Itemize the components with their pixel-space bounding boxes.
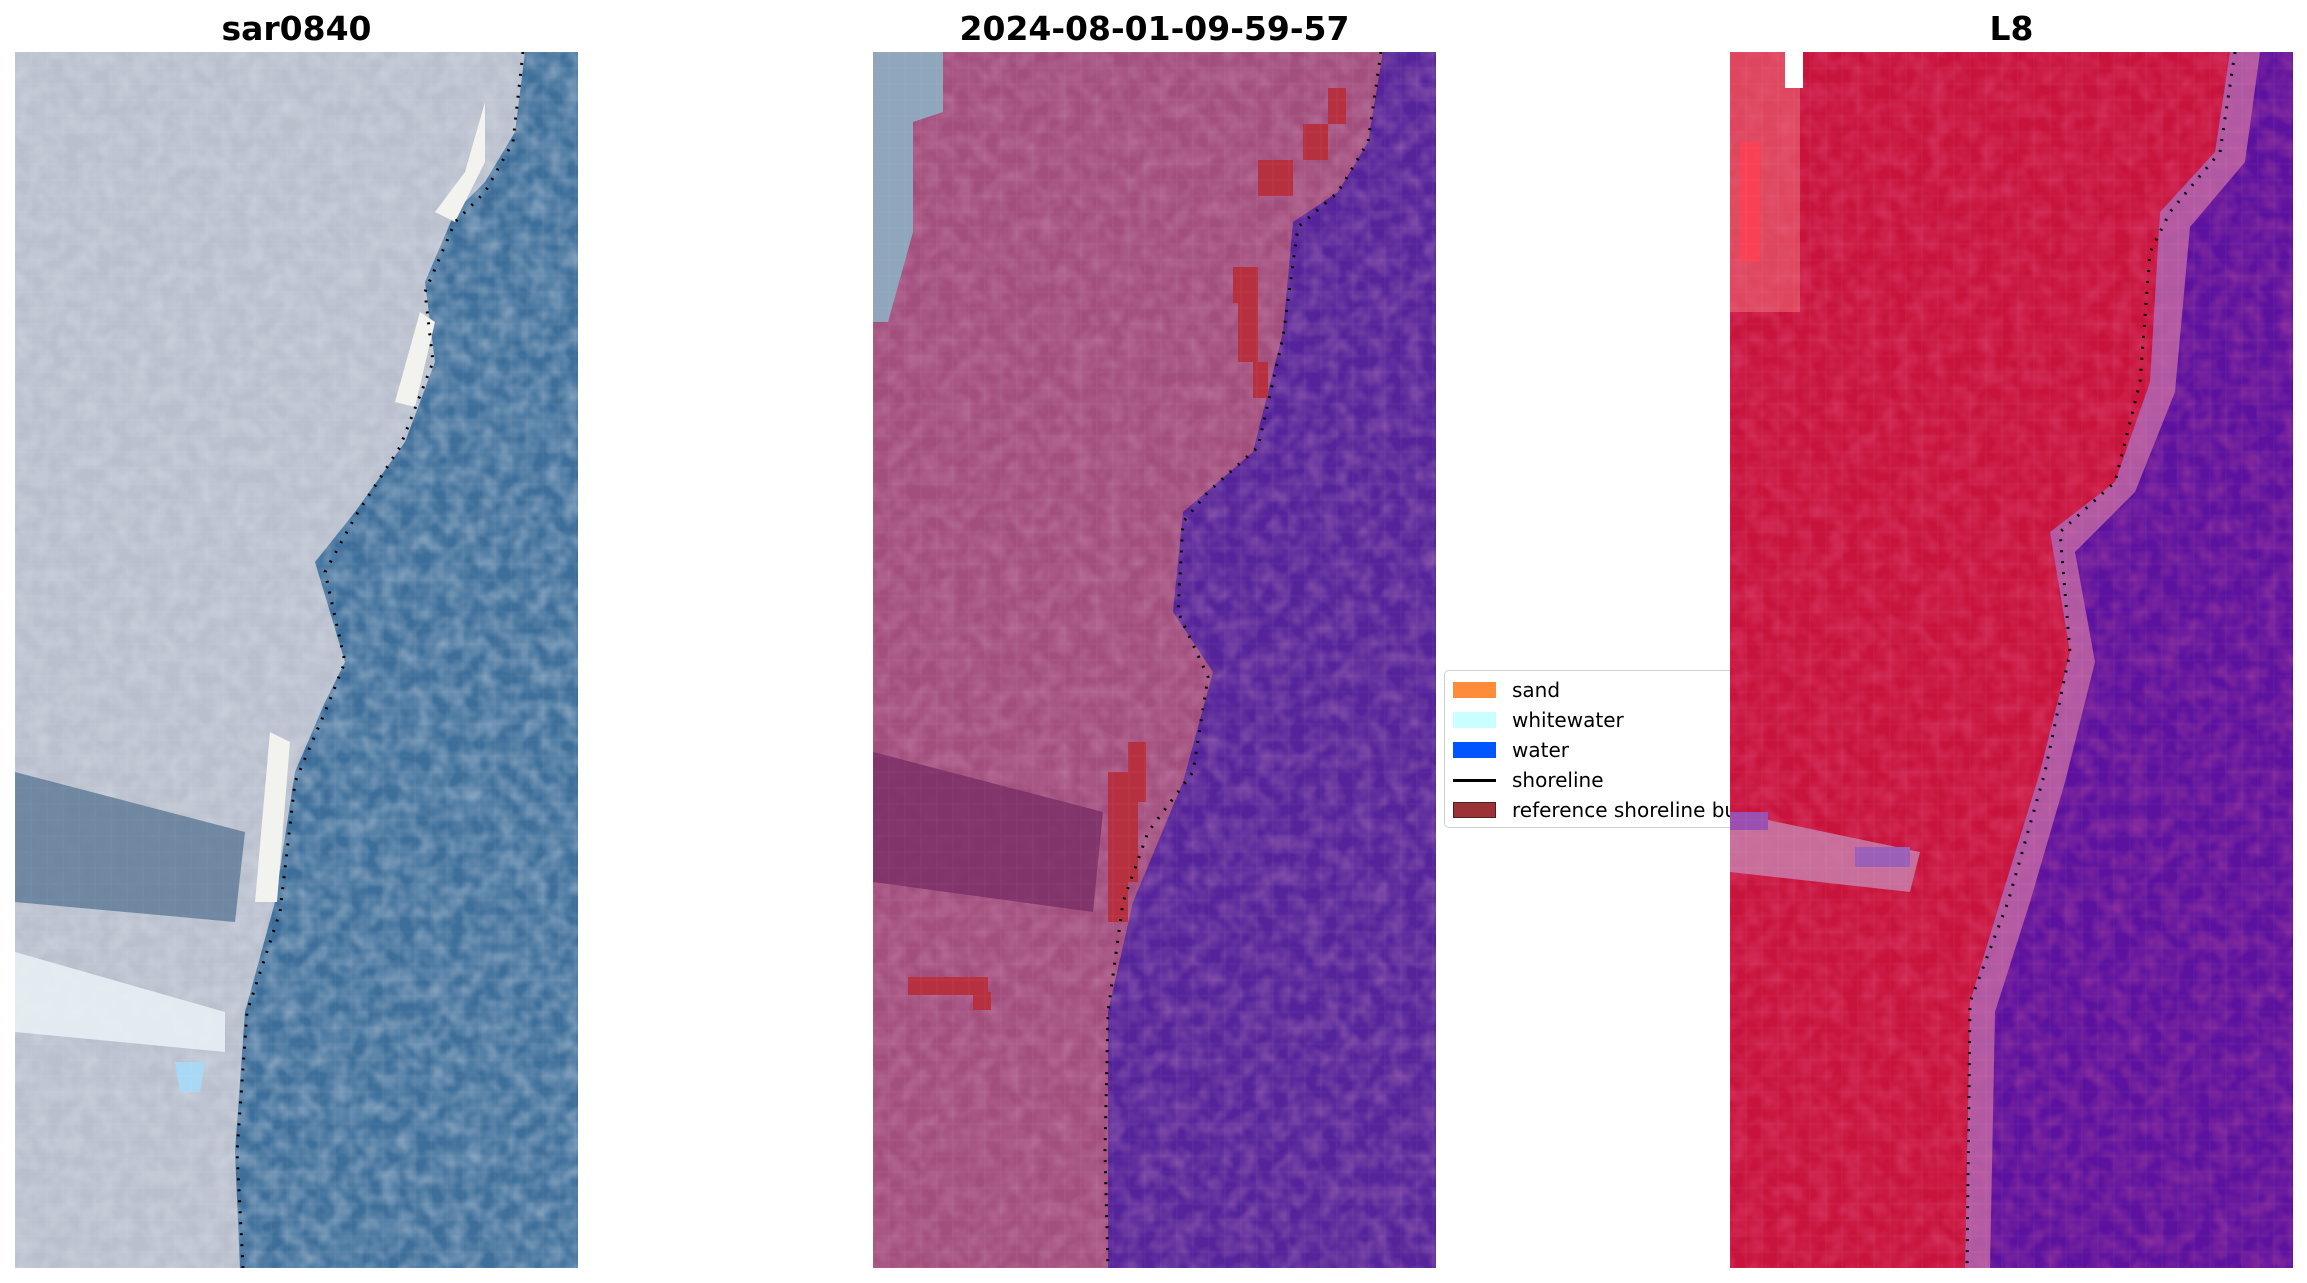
legend-item-shoreline: shoreline [1453,765,1604,795]
buffer-swatch [1453,802,1496,818]
legend-item-sand: sand [1453,675,1560,705]
panel-title-false-color: L8 [1989,9,2034,48]
legend-label: whitewater [1512,708,1624,732]
classified-image-panel [873,52,1436,1268]
rgb-image [15,52,578,1268]
panel-title-rgb: sar0840 [221,9,372,48]
legend-item-reference-buffer: reference shoreline buffer [1453,795,1744,825]
legend-label: sand [1512,678,1561,702]
legend: sand whitewater water shoreline referenc… [1444,670,1744,828]
panel-title-classified: 2024-08-01-09-59-57 [959,9,1350,48]
legend-item-water: water [1453,735,1569,765]
legend-label: water [1512,738,1569,762]
shoreline-line-swatch [1453,778,1496,782]
whitewater-swatch [1453,712,1496,728]
false-color-image [1730,52,2293,1268]
false-color-image-panel [1730,52,2293,1268]
water-swatch [1453,742,1496,758]
legend-label: shoreline [1512,768,1604,792]
legend-item-whitewater: whitewater [1453,705,1624,735]
classified-image [873,52,1436,1268]
legend-label: reference shoreline buffer [1512,798,1744,822]
rgb-image-panel [15,52,578,1268]
sand-swatch [1453,682,1496,698]
